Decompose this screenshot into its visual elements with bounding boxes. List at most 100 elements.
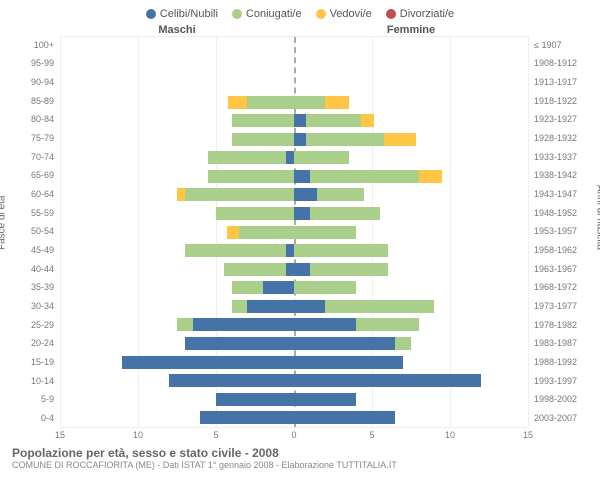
bar-male xyxy=(60,96,294,109)
x-tick: 0 xyxy=(291,430,296,440)
bar-row xyxy=(60,371,528,390)
y-tick-birth: 1933-1937 xyxy=(534,148,590,167)
y-tick-age: 50-54 xyxy=(10,223,54,242)
bar-segment xyxy=(294,133,306,146)
bar-segment xyxy=(294,374,481,387)
bar-row xyxy=(60,74,528,93)
bar-male xyxy=(60,356,294,369)
bar-female xyxy=(294,133,528,146)
y-tick-age: 75-79 xyxy=(10,129,54,148)
y-tick-age: 55-59 xyxy=(10,204,54,223)
chart-footer: Popolazione per età, sesso e stato civil… xyxy=(10,446,590,470)
y-tick-age: 40-44 xyxy=(10,260,54,279)
bar-female xyxy=(294,58,528,71)
bar-row xyxy=(60,130,528,149)
bar-row xyxy=(60,111,528,130)
x-tick: 10 xyxy=(133,430,143,440)
bar-segment xyxy=(325,96,348,109)
y-tick-birth: 1973-1977 xyxy=(534,297,590,316)
bar-female xyxy=(294,170,528,183)
bar-segment xyxy=(356,318,418,331)
bar-segment xyxy=(294,188,317,201)
bar-female xyxy=(294,188,528,201)
bar-female xyxy=(294,96,528,109)
bar-female xyxy=(294,318,528,331)
y-tick-birth: 1978-1982 xyxy=(534,316,590,335)
y-tick-age: 80-84 xyxy=(10,111,54,130)
x-tick: 5 xyxy=(369,430,374,440)
bar-segment xyxy=(294,96,325,109)
bar-row xyxy=(60,56,528,75)
bar-segment xyxy=(294,318,356,331)
bar-segment xyxy=(294,393,356,406)
bar-segment xyxy=(216,393,294,406)
bar-male xyxy=(60,374,294,387)
y-tick-birth: 1908-1912 xyxy=(534,55,590,74)
legend-item: Divorziati/e xyxy=(386,8,454,20)
bar-male xyxy=(60,170,294,183)
bar-segment xyxy=(228,96,247,109)
legend-swatch xyxy=(316,9,326,19)
y-tick-age: 30-34 xyxy=(10,297,54,316)
y-tick-birth: 1923-1927 xyxy=(534,111,590,130)
header-male: Maschi xyxy=(60,24,294,36)
y-axis-left: 100+95-9990-9485-8980-8475-7970-7465-696… xyxy=(10,36,60,428)
y-tick-birth: 1963-1967 xyxy=(534,260,590,279)
bar-segment xyxy=(294,281,356,294)
bar-female xyxy=(294,207,528,220)
y-tick-age: 90-94 xyxy=(10,73,54,92)
bar-segment xyxy=(310,170,419,183)
bar-row xyxy=(60,334,528,353)
bar-segment xyxy=(193,318,294,331)
bar-segment xyxy=(185,244,286,257)
y-tick-birth: 1943-1947 xyxy=(534,185,590,204)
bar-row xyxy=(60,353,528,372)
bar-row xyxy=(60,390,528,409)
y-tick-age: 70-74 xyxy=(10,148,54,167)
bar-segment xyxy=(294,170,310,183)
bar-segment xyxy=(263,281,294,294)
y-tick-age: 35-39 xyxy=(10,279,54,298)
legend-item: Coniugati/e xyxy=(232,8,302,20)
legend-label: Divorziati/e xyxy=(400,8,454,20)
bar-segment xyxy=(247,96,294,109)
y-tick-age: 15-19 xyxy=(10,353,54,372)
bar-segment xyxy=(208,170,294,183)
bar-segment xyxy=(286,244,294,257)
y-tick-birth: 1968-1972 xyxy=(534,279,590,298)
bar-male xyxy=(60,151,294,164)
y-tick-age: 45-49 xyxy=(10,241,54,260)
bar-segment xyxy=(310,263,388,276)
header-female: Femmine xyxy=(294,24,528,36)
x-axis: 15105051015 xyxy=(10,430,590,444)
bar-segment xyxy=(294,151,349,164)
bar-male xyxy=(60,77,294,90)
bar-row xyxy=(60,148,528,167)
bar-segment xyxy=(169,374,294,387)
bar-segment xyxy=(232,300,248,313)
column-headers: Maschi Femmine xyxy=(10,24,590,36)
y-tick-age: 20-24 xyxy=(10,335,54,354)
bar-segment xyxy=(294,114,306,127)
legend-label: Coniugati/e xyxy=(246,8,302,20)
bars-region xyxy=(60,36,528,428)
legend-label: Celibi/Nubili xyxy=(160,8,218,20)
x-tick: 10 xyxy=(445,430,455,440)
legend-label: Vedovi/e xyxy=(330,8,372,20)
chart-subtitle: COMUNE DI ROCCAFIORITA (ME) - Dati ISTAT… xyxy=(12,460,590,470)
y-tick-age: 0-4 xyxy=(10,409,54,428)
bar-row xyxy=(60,223,528,242)
bar-segment xyxy=(200,411,294,424)
bar-segment xyxy=(247,300,294,313)
bar-row xyxy=(60,409,528,428)
y-tick-age: 95-99 xyxy=(10,55,54,74)
y-tick-birth: 2003-2007 xyxy=(534,409,590,428)
bar-segment xyxy=(317,188,364,201)
bar-female xyxy=(294,263,528,276)
y-tick-birth: 1953-1957 xyxy=(534,223,590,242)
y-axis-right: ≤ 19071908-19121913-19171918-19221923-19… xyxy=(528,36,590,428)
y-tick-birth: 1913-1917 xyxy=(534,73,590,92)
bar-row xyxy=(60,204,528,223)
y-tick-birth: 1948-1952 xyxy=(534,204,590,223)
bar-female xyxy=(294,114,528,127)
